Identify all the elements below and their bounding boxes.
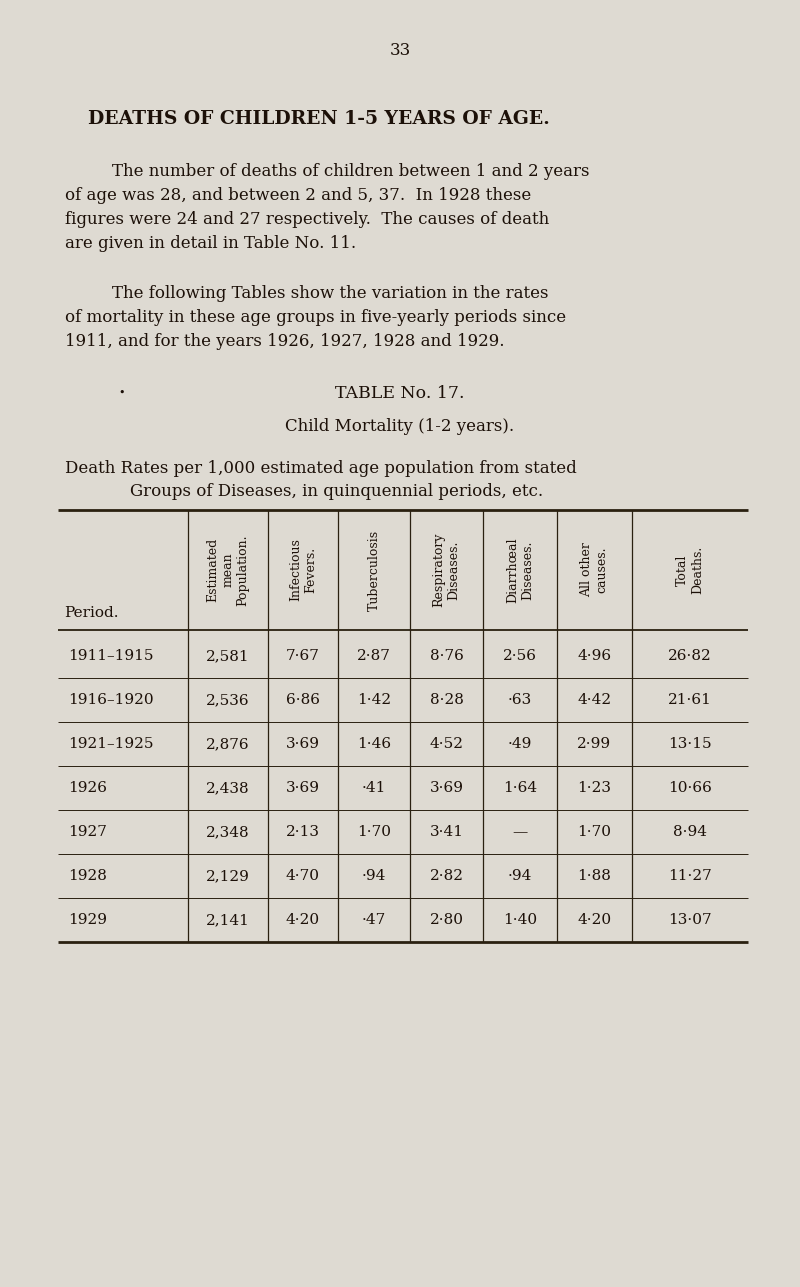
Text: 1·88: 1·88	[578, 869, 611, 883]
Text: 4·70: 4·70	[286, 869, 320, 883]
Text: 2·80: 2·80	[430, 912, 463, 927]
Text: 1·42: 1·42	[357, 692, 391, 707]
Text: 8·94: 8·94	[673, 825, 707, 839]
Text: Period.: Period.	[64, 606, 118, 620]
Text: 2·82: 2·82	[430, 869, 463, 883]
Text: Estimated
mean
Population.: Estimated mean Population.	[206, 534, 250, 606]
Text: 1·23: 1·23	[578, 781, 611, 795]
Text: Total
Deaths.: Total Deaths.	[676, 546, 704, 595]
Text: 6·86: 6·86	[286, 692, 320, 707]
Text: Groups of Diseases, in quinquennial periods, etc.: Groups of Diseases, in quinquennial peri…	[130, 483, 543, 501]
Text: 1926: 1926	[68, 781, 107, 795]
Text: •: •	[118, 387, 125, 398]
Text: ·94: ·94	[508, 869, 532, 883]
Text: 1·70: 1·70	[357, 825, 391, 839]
Text: 3·69: 3·69	[430, 781, 463, 795]
Text: The following Tables show the variation in the rates: The following Tables show the variation …	[112, 284, 549, 302]
Text: 8·76: 8·76	[430, 649, 463, 663]
Text: 13·07: 13·07	[668, 912, 712, 927]
Text: 10·66: 10·66	[668, 781, 712, 795]
Text: 2·13: 2·13	[286, 825, 320, 839]
Text: Child Mortality (1-2 years).: Child Mortality (1-2 years).	[286, 418, 514, 435]
Text: 2·87: 2·87	[357, 649, 391, 663]
Text: 2,581: 2,581	[206, 649, 250, 663]
Text: 1928: 1928	[68, 869, 107, 883]
Text: 1·64: 1·64	[503, 781, 537, 795]
Text: 2,536: 2,536	[206, 692, 250, 707]
Text: 1921–1925: 1921–1925	[68, 737, 154, 752]
Text: Respiratory
Diseases.: Respiratory Diseases.	[433, 533, 461, 607]
Text: 1·40: 1·40	[503, 912, 537, 927]
Text: Diarrhœal
Diseases.: Diarrhœal Diseases.	[506, 537, 534, 602]
Text: Tuberculosis: Tuberculosis	[367, 529, 381, 610]
Text: figures were 24 and 27 respectively.  The causes of death: figures were 24 and 27 respectively. The…	[65, 211, 550, 228]
Text: are given in detail in Table No. 11.: are given in detail in Table No. 11.	[65, 236, 356, 252]
Text: 4·52: 4·52	[430, 737, 463, 752]
Text: 26·82: 26·82	[668, 649, 712, 663]
Text: Death Rates per 1,000 estimated age population from stated: Death Rates per 1,000 estimated age popu…	[65, 459, 577, 477]
Text: 13·15: 13·15	[668, 737, 712, 752]
Text: 1·70: 1·70	[578, 825, 611, 839]
Text: ·63: ·63	[508, 692, 532, 707]
Text: 1927: 1927	[68, 825, 107, 839]
Text: 3·41: 3·41	[430, 825, 463, 839]
Text: 4·96: 4·96	[578, 649, 611, 663]
Text: 4·42: 4·42	[578, 692, 611, 707]
Text: 8·28: 8·28	[430, 692, 463, 707]
Text: DEATHS OF CHILDREN 1-5 YEARS OF AGE.: DEATHS OF CHILDREN 1-5 YEARS OF AGE.	[88, 109, 550, 127]
Text: 3·69: 3·69	[286, 737, 320, 752]
Text: ·47: ·47	[362, 912, 386, 927]
Text: 2,348: 2,348	[206, 825, 250, 839]
Text: 1·46: 1·46	[357, 737, 391, 752]
Text: Infectious
Fevers.: Infectious Fevers.	[289, 538, 317, 601]
Text: 2,876: 2,876	[206, 737, 250, 752]
Text: 3·69: 3·69	[286, 781, 320, 795]
Text: 7·67: 7·67	[286, 649, 320, 663]
Text: All other
causes.: All other causes.	[581, 543, 609, 597]
Text: of age was 28, and between 2 and 5, 37.  In 1928 these: of age was 28, and between 2 and 5, 37. …	[65, 187, 531, 205]
Text: 2·56: 2·56	[503, 649, 537, 663]
Text: 2·99: 2·99	[578, 737, 611, 752]
Text: 4·20: 4·20	[286, 912, 320, 927]
Text: ·41: ·41	[362, 781, 386, 795]
Text: 1916–1920: 1916–1920	[68, 692, 154, 707]
Text: 33: 33	[390, 42, 410, 59]
Text: 4·20: 4·20	[578, 912, 611, 927]
Text: 11·27: 11·27	[668, 869, 712, 883]
Text: 2,438: 2,438	[206, 781, 250, 795]
Text: The number of deaths of children between 1 and 2 years: The number of deaths of children between…	[112, 163, 590, 180]
Text: 1911–1915: 1911–1915	[68, 649, 154, 663]
Text: 2,129: 2,129	[206, 869, 250, 883]
Text: ·94: ·94	[362, 869, 386, 883]
Text: —: —	[512, 825, 528, 839]
Text: 2,141: 2,141	[206, 912, 250, 927]
Text: of mortality in these age groups in five-yearly periods since: of mortality in these age groups in five…	[65, 309, 566, 326]
Text: 21·61: 21·61	[668, 692, 712, 707]
Text: TABLE No. 17.: TABLE No. 17.	[335, 385, 465, 402]
Text: ·49: ·49	[508, 737, 532, 752]
Text: 1929: 1929	[68, 912, 107, 927]
Text: 1911, and for the years 1926, 1927, 1928 and 1929.: 1911, and for the years 1926, 1927, 1928…	[65, 333, 505, 350]
